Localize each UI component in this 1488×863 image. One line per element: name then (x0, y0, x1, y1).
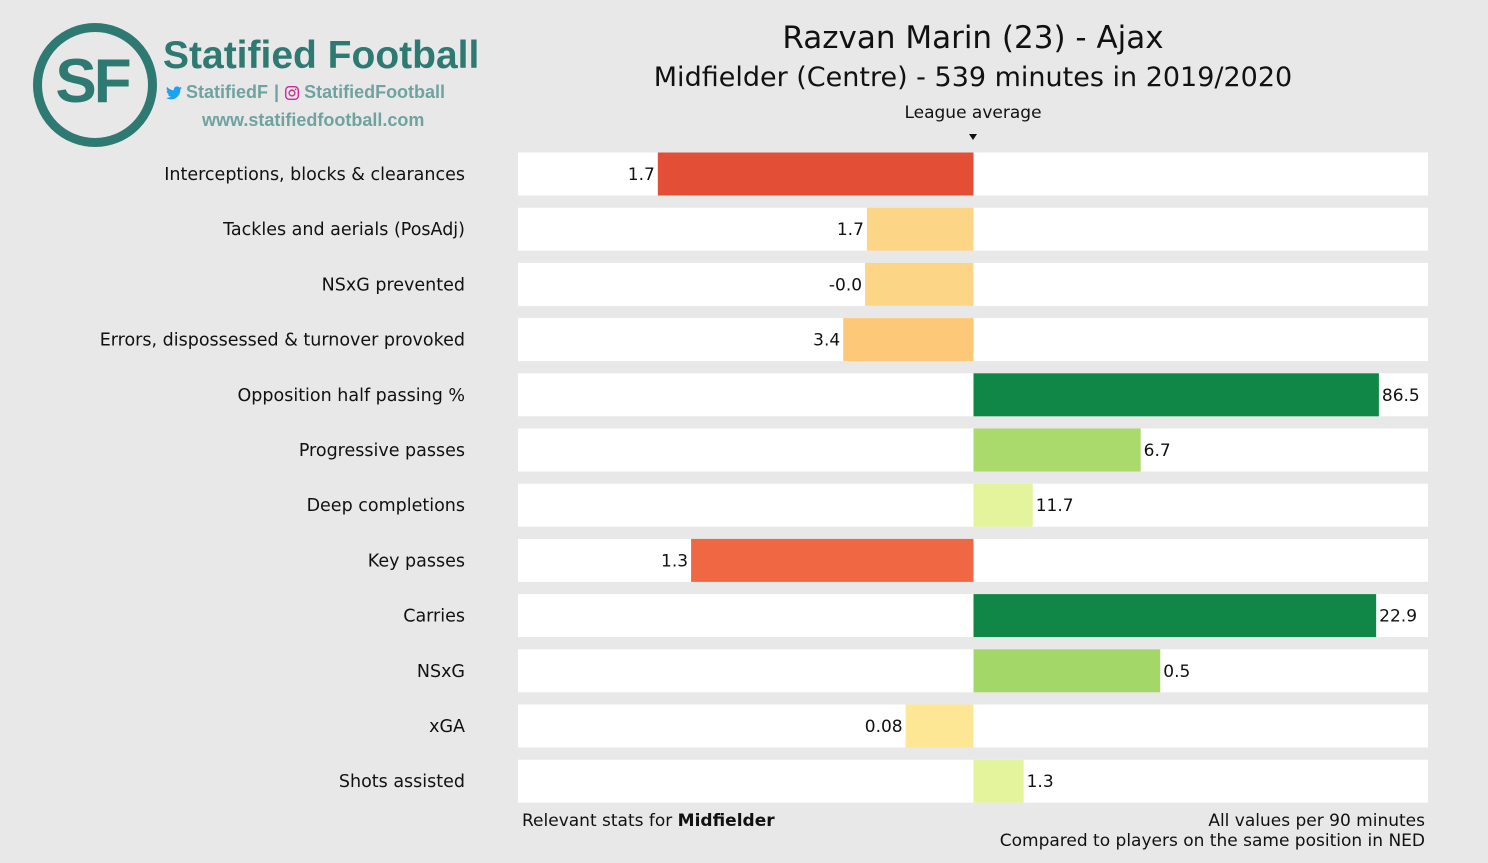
league-average-marker (969, 134, 977, 140)
footer-comparison-note: All values per 90 minutes Compared to pl… (1000, 811, 1425, 851)
instagram-icon (285, 85, 300, 100)
bar (691, 538, 974, 582)
category-label: xGA (429, 717, 465, 737)
league-average-label: League average (904, 103, 1042, 123)
value-label: 1.3 (661, 551, 688, 571)
bar (973, 373, 1379, 417)
value-label: 22.9 (1379, 607, 1417, 627)
category-label: Key passes (368, 551, 465, 571)
footer-league-note: Compared to players on the same position… (999, 831, 1425, 851)
category-label: NSxG prevented (322, 275, 465, 295)
category-label: Errors, dispossessed & turnover provoked (100, 331, 465, 351)
bar (865, 262, 974, 306)
value-label: 0.08 (865, 717, 903, 737)
bar (657, 152, 974, 196)
category-label: Deep completions (307, 496, 465, 516)
statified-football-logo: SF Statified Football StatifiedF | Stati… (30, 20, 480, 148)
bar (973, 649, 1161, 693)
social-separator: | (274, 82, 280, 102)
value-label: 11.7 (1036, 496, 1074, 516)
bar (973, 483, 1033, 527)
logo-initials: SF (55, 47, 131, 116)
footer-position-note: Relevant stats for Midfielder (522, 811, 775, 831)
category-label: Progressive passes (299, 441, 465, 461)
category-label: Interceptions, blocks & clearances (164, 165, 465, 185)
value-label: 0.5 (1163, 662, 1190, 682)
logo-social-handles: StatifiedF | StatifiedFootball (166, 82, 445, 103)
value-label: 6.7 (1144, 441, 1171, 461)
bar-track (518, 649, 1428, 693)
bar (905, 704, 974, 748)
twitter-icon (166, 85, 182, 99)
category-label: NSxG (417, 662, 465, 682)
bar (866, 207, 974, 251)
value-label: 1.7 (837, 220, 864, 240)
instagram-handle: StatifiedFootball (304, 82, 446, 102)
value-label: 86.5 (1382, 386, 1420, 406)
category-label: Tackles and aerials (PosAdj) (222, 220, 465, 240)
bar-track (518, 483, 1428, 527)
footer-position: Midfielder (677, 811, 775, 831)
bar-track (518, 428, 1428, 472)
chart-subtitle: Midfielder (Centre) - 539 minutes in 201… (653, 62, 1293, 93)
bar (973, 759, 1024, 803)
logo-brand-name: Statified Football (163, 34, 480, 77)
value-label: 1.3 (1027, 772, 1054, 792)
logo-circle (33, 23, 157, 147)
category-label: Shots assisted (339, 772, 465, 792)
bar (843, 318, 974, 362)
chart-title: Razvan Marin (23) - Ajax (782, 20, 1164, 56)
bar (973, 594, 1377, 638)
category-label: Carries (403, 607, 465, 627)
category-label: Opposition half passing % (238, 386, 465, 406)
logo-website: www.statifiedfootball.com (202, 110, 425, 130)
twitter-handle: StatifiedF (186, 82, 269, 102)
footer-per90-note: All values per 90 minutes (1208, 811, 1425, 831)
value-label: -0.0 (829, 275, 862, 295)
value-label: 1.7 (628, 165, 655, 185)
value-label: 3.4 (813, 331, 840, 351)
footer-prefix: Relevant stats for (522, 811, 678, 831)
bar (973, 428, 1141, 472)
bar-track (518, 759, 1428, 803)
